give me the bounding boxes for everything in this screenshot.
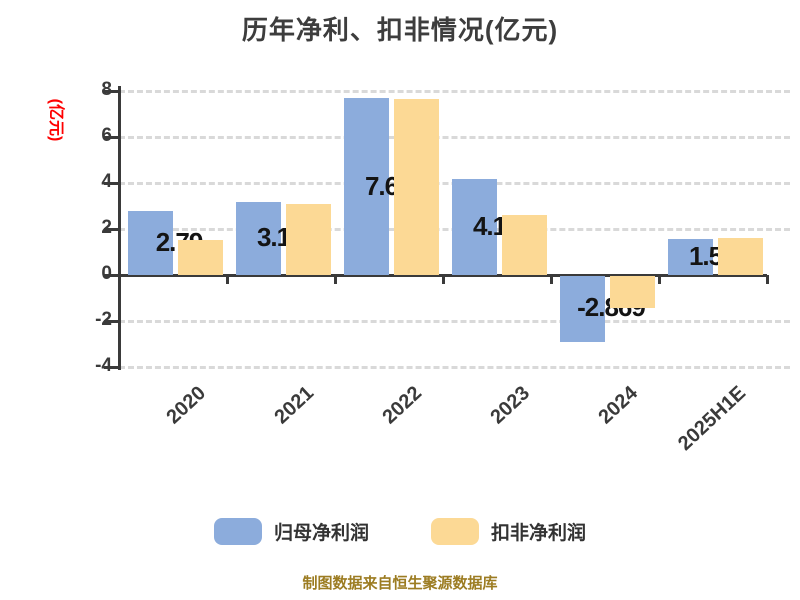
- bar-扣非净利润-2023: [502, 215, 547, 275]
- legend-label-0: 归母净利润: [273, 523, 369, 544]
- x-tick-1: [226, 275, 229, 284]
- gridline--4: [119, 366, 790, 369]
- bar-归母净利润-2022: [344, 98, 389, 275]
- bar-扣非净利润-2022: [394, 99, 439, 275]
- legend-label-1: 扣非净利润: [491, 523, 587, 544]
- y-tick-label-6: 6: [101, 125, 112, 146]
- footer-note: 制图数据来自恒生聚源数据库: [302, 575, 498, 592]
- y-tick-label-0: 0: [101, 263, 112, 284]
- bar-归母净利润-2021: [236, 202, 281, 275]
- bar-归母净利润-2025H1E: [668, 239, 713, 275]
- y-axis-line: [118, 86, 121, 370]
- x-tick-2: [334, 275, 337, 284]
- bar-归母净利润-2023: [452, 179, 497, 275]
- x-tick-6: [766, 275, 769, 284]
- y-tick-4: [104, 182, 119, 185]
- y-tick-8: [104, 90, 119, 93]
- bar-扣非净利润-2024: [610, 276, 655, 308]
- bar-扣非净利润-2021: [286, 204, 331, 275]
- y-tick-0: [104, 274, 119, 277]
- y-tick-label--2: -2: [95, 309, 112, 330]
- x-tick-4: [550, 275, 553, 284]
- y-tick-label--4: -4: [95, 355, 112, 376]
- legend-swatch-1: [431, 518, 479, 545]
- x-tick-3: [442, 275, 445, 284]
- bar-归母净利润-2020: [128, 211, 173, 275]
- y-tick-6: [104, 136, 119, 139]
- legend-item-koufei: 扣非净利润: [431, 518, 586, 545]
- x-tick-0: [118, 275, 121, 284]
- bar-扣非净利润-2020: [178, 240, 223, 275]
- y-tick--2: [104, 320, 119, 323]
- y-tick-label-2: 2: [101, 217, 112, 238]
- y-tick-2: [104, 228, 119, 231]
- legend: 归母净利润 扣非净利润: [0, 518, 800, 545]
- x-tick-5: [658, 275, 661, 284]
- gridline--2: [119, 320, 790, 323]
- y-tick-label-8: 8: [101, 79, 112, 100]
- legend-swatch-0: [213, 518, 262, 545]
- y-tick-label-4: 4: [101, 171, 112, 192]
- chart-title: 历年净利、扣非情况(亿元): [241, 15, 559, 45]
- gridline-8: [119, 90, 790, 93]
- y-tick--4: [104, 366, 119, 369]
- gridline-6: [119, 136, 790, 139]
- legend-item-guimu: 归母净利润: [213, 518, 369, 545]
- bar-归母净利润-2024: [560, 276, 605, 342]
- bar-扣非净利润-2025H1E: [718, 238, 763, 275]
